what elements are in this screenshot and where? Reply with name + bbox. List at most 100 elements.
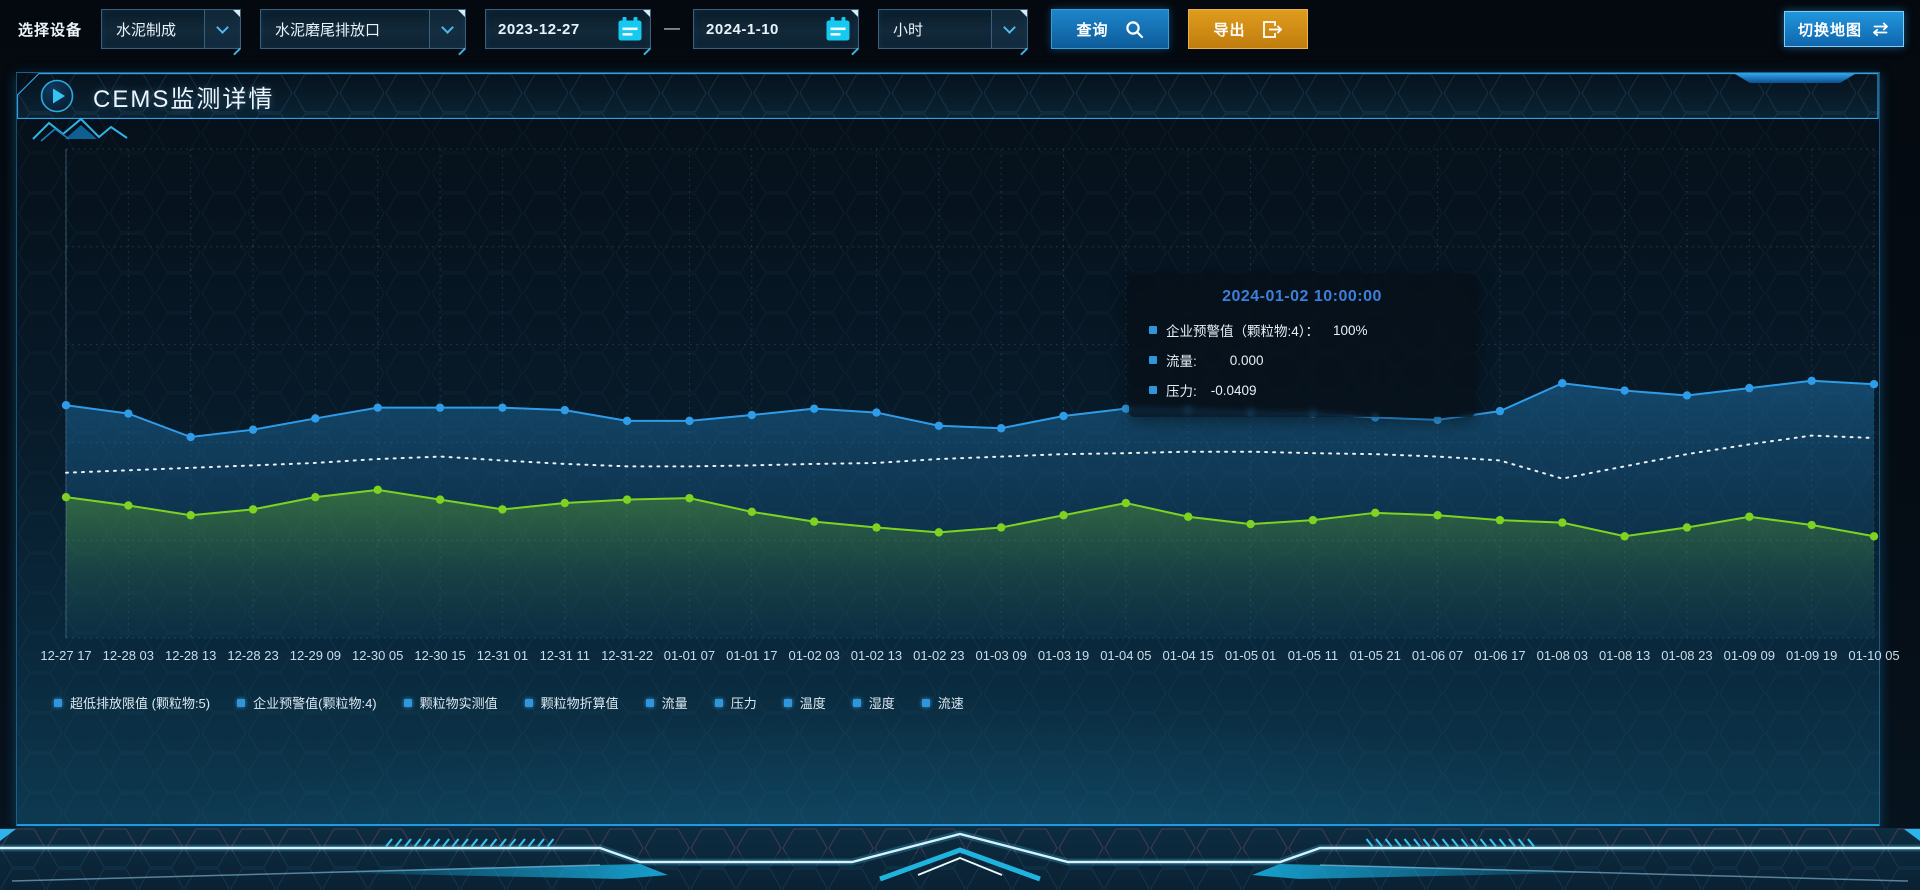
legend-item[interactable]: 企业预警值(颗粒物:4) (237, 693, 377, 712)
green-line-point[interactable] (560, 498, 569, 508)
blue-line-point[interactable] (61, 401, 71, 410)
green-line-point[interactable] (996, 523, 1006, 532)
chevron-down-icon[interactable] (429, 10, 467, 56)
blue-line-point[interactable] (1121, 404, 1131, 413)
green-line-point[interactable] (1246, 519, 1255, 529)
blue-line-point[interactable] (1059, 411, 1068, 421)
legend-label: 企业预警值(颗粒物:4) (253, 696, 377, 711)
green-line-point[interactable] (747, 507, 756, 517)
blue-line-point[interactable] (1807, 376, 1816, 385)
query-button[interactable]: 查询 (1051, 9, 1170, 49)
green-line-point[interactable] (248, 505, 258, 514)
green-line-point[interactable] (1371, 508, 1380, 518)
blue-line-point[interactable] (1682, 391, 1692, 400)
green-line-point[interactable] (1433, 511, 1442, 520)
blue-line-point[interactable] (1433, 415, 1442, 425)
green-line-point[interactable] (1558, 518, 1567, 527)
blue-line-point[interactable] (248, 425, 258, 434)
x-axis-label: 01-03 09 (975, 648, 1027, 663)
blue-line-point[interactable] (809, 404, 819, 413)
outlet-select[interactable]: 水泥磨尾排放口 (260, 9, 467, 56)
green-line-point[interactable] (622, 495, 632, 504)
blue-line-point[interactable] (186, 432, 195, 442)
green-line-point[interactable] (498, 505, 507, 514)
blue-line-point[interactable] (498, 403, 507, 412)
blue-line-point[interactable] (1558, 379, 1567, 388)
export-button[interactable]: 导出 (1188, 9, 1309, 49)
legend-item[interactable]: 颗粒物实测值 (403, 693, 498, 712)
tooltip-row-label: 压力: (1166, 384, 1197, 399)
tooltip-series-marker-icon (1149, 356, 1157, 364)
x-axis-label: 01-04 15 (1162, 648, 1214, 663)
calendar-icon[interactable] (617, 16, 643, 42)
legend-label: 温度 (799, 696, 826, 711)
switch-map-button[interactable]: 切换地图 (1783, 11, 1904, 47)
calendar-icon[interactable] (825, 16, 851, 42)
blue-line-point[interactable] (934, 421, 944, 430)
blue-line-point[interactable] (747, 410, 756, 420)
blue-line-point[interactable] (124, 409, 133, 418)
green-line-point[interactable] (1869, 532, 1879, 541)
chevron-down-icon[interactable] (204, 10, 242, 56)
green-line-point[interactable] (1682, 523, 1692, 532)
line-chart[interactable] (50, 141, 1890, 641)
green-line-point[interactable] (186, 511, 195, 520)
legend-item[interactable]: 流速 (921, 693, 964, 712)
green-line-point[interactable] (1495, 515, 1505, 525)
tooltip-row-label: 企业预警值（颗粒物:4）： (1166, 324, 1320, 339)
blue-line-point[interactable] (373, 403, 382, 412)
green-line-point[interactable] (934, 528, 944, 537)
blue-line-point[interactable] (622, 416, 632, 426)
green-line-point[interactable] (1745, 512, 1754, 521)
green-line-point[interactable] (311, 492, 320, 502)
green-line-point[interactable] (1620, 532, 1629, 541)
x-axis-label: 12-31 01 (476, 648, 529, 663)
green-line-point[interactable] (1059, 511, 1068, 520)
x-axis-label: 01-04 05 (1100, 648, 1152, 663)
device-select-value: 水泥制成 (116, 21, 177, 39)
green-line-point[interactable] (61, 492, 71, 502)
legend-item[interactable]: 湿度 (852, 693, 895, 712)
tooltip-timestamp: 2024-01-02 10:00:00 (1222, 288, 1382, 305)
x-axis-label: 01-05 11 (1287, 648, 1339, 663)
blue-line (65, 379, 1875, 439)
blue-line-point[interactable] (1495, 406, 1505, 416)
green-line-point[interactable] (373, 485, 382, 495)
green-line-point[interactable] (1308, 515, 1318, 525)
device-select[interactable]: 水泥制成 (101, 9, 242, 56)
legend-marker-icon (714, 698, 723, 707)
legend-item[interactable]: 温度 (783, 693, 826, 712)
blue-line-point[interactable] (1745, 383, 1754, 393)
green-line (65, 488, 1875, 538)
legend-item[interactable]: 超低排放限值 (颗粒物:5) (54, 693, 210, 712)
blue-line-point[interactable] (435, 403, 445, 412)
legend-item[interactable]: 流量 (645, 693, 688, 712)
blue-line-point[interactable] (1620, 386, 1629, 395)
green-line-point[interactable] (435, 495, 445, 504)
start-date-picker[interactable]: 2023-12-27 (485, 9, 652, 56)
end-date-picker[interactable]: 2024-1-10 (693, 9, 860, 56)
x-axis-label: 12-30 05 (352, 648, 404, 663)
blue-line-point[interactable] (872, 408, 881, 417)
blue-line-point[interactable] (560, 405, 569, 415)
green-line-point[interactable] (1184, 512, 1193, 521)
green-line-point[interactable] (1807, 520, 1816, 530)
green-line-point[interactable] (872, 523, 881, 532)
legend-item[interactable]: 颗粒物折算值 (524, 693, 619, 712)
blue-line-point[interactable] (311, 414, 320, 423)
green-line-point[interactable] (685, 493, 694, 503)
green-line-point[interactable] (809, 517, 819, 526)
blue-line-point[interactable] (996, 424, 1006, 433)
green-line-point[interactable] (1121, 498, 1131, 508)
blue-line-point[interactable] (1869, 380, 1879, 389)
legend-item[interactable]: 压力 (714, 693, 757, 712)
blue-line-point[interactable] (685, 416, 694, 426)
interval-select[interactable]: 小时 (878, 9, 1029, 56)
x-axis-label: 01-08 23 (1661, 648, 1713, 663)
x-axis-label: 12-29 09 (289, 648, 342, 663)
chevron-down-icon[interactable] (991, 10, 1029, 56)
x-axis-label: 12-28 03 (102, 648, 155, 663)
tooltip-series-marker-icon (1149, 326, 1157, 334)
x-axis-label: 01-08 03 (1536, 648, 1588, 663)
green-line-point[interactable] (124, 501, 133, 510)
